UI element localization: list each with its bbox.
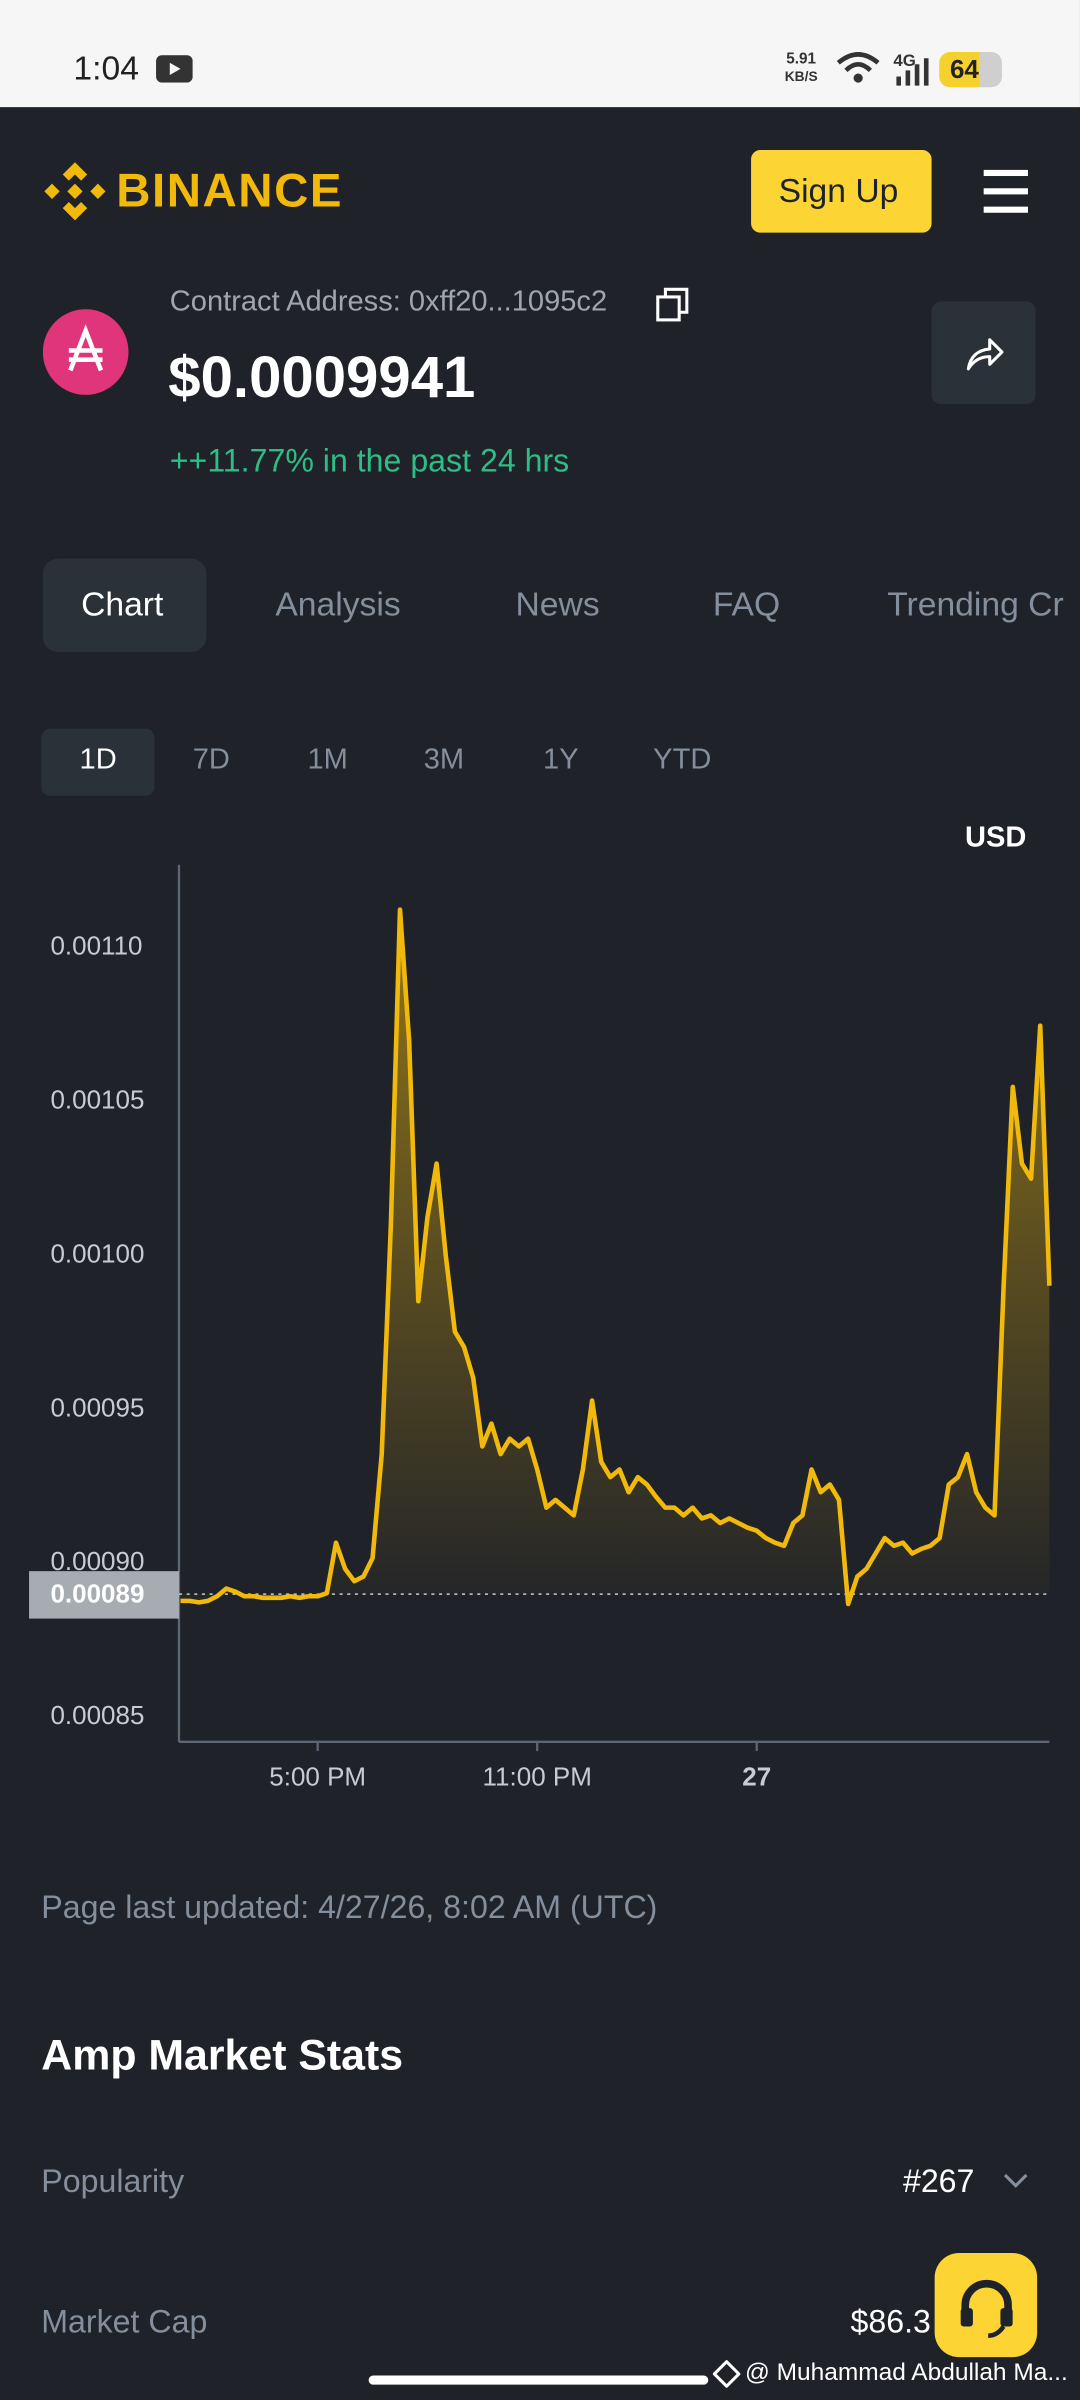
active-period-bg <box>41 728 155 796</box>
support-button[interactable] <box>934 2253 1038 2358</box>
period[interactable]: 1M <box>307 743 348 777</box>
x-tick-label: 5:00 PM <box>269 1761 366 1791</box>
period[interactable]: 3M <box>423 743 465 777</box>
chevron-icon[interactable] <box>1003 2172 1028 2190</box>
wifi-icon <box>836 52 880 83</box>
copy-icon[interactable] <box>655 286 692 323</box>
battery <box>939 52 1002 88</box>
period[interactable]: 1Y <box>543 743 579 777</box>
tab[interactable]: Chart <box>81 584 164 623</box>
stats-title: Amp Market Stats <box>41 2031 404 2079</box>
status-bar <box>0 0 1080 108</box>
period[interactable]: 1D <box>79 743 117 777</box>
price-chart: 0.000850.000900.000950.001000.001050.001… <box>29 864 1052 1791</box>
signal-icon <box>896 58 929 86</box>
price-line <box>180 907 1052 1607</box>
home-indicator <box>368 2375 709 2385</box>
baseline-label-bg <box>29 1571 179 1619</box>
price-change: ++11.77% in the past 24 hrs <box>169 443 570 480</box>
contract-address: Contract Address: 0xff20...1095c2 <box>169 286 608 319</box>
support-icon[interactable] <box>951 2271 1021 2341</box>
tab[interactable]: FAQ <box>712 584 781 623</box>
share-icon[interactable] <box>965 335 1005 372</box>
watermark-icon <box>712 2360 741 2388</box>
stat-value: #267 <box>902 2164 975 2200</box>
tab[interactable]: Analysis <box>275 584 401 623</box>
menu-icon[interactable] <box>983 168 1030 214</box>
youtube-icon <box>156 55 193 83</box>
active-tab-bg <box>42 558 207 653</box>
price: $0.0009941 <box>168 346 476 411</box>
price-area <box>180 909 1050 1604</box>
y-tick-label: 0.00105 <box>50 1085 144 1115</box>
x-tick-label: 27 <box>742 1761 771 1791</box>
share-button[interactable] <box>931 301 1036 405</box>
currency: USD <box>965 821 1027 855</box>
baseline-label: 0.00089 <box>50 1579 144 1609</box>
net-speed: 5.91 <box>786 51 817 69</box>
sign-up-button[interactable] <box>751 149 932 233</box>
net-unit: KB/S <box>784 68 818 85</box>
y-tick-label: 0.00095 <box>50 1392 144 1422</box>
period[interactable]: 7D <box>192 743 230 777</box>
watermark: @ Muhammad Abdullah Ma... <box>744 2360 1068 2387</box>
stat-label: Popularity <box>41 2164 185 2200</box>
tab[interactable]: News <box>515 584 600 623</box>
period[interactable]: YTD <box>653 743 712 777</box>
y-tick-label: 0.00110 <box>50 931 142 961</box>
binance-logo <box>44 162 106 221</box>
tab[interactable]: Trending Cr <box>887 584 1064 623</box>
stat-value: $86.3 <box>850 2305 931 2341</box>
battery-level: 64 <box>949 55 979 85</box>
last-updated: Page last updated: 4/27/26, 8:02 AM (UTC… <box>41 1890 658 1926</box>
x-tick-label: 11:00 PM <box>483 1761 592 1791</box>
y-tick-label: 0.00085 <box>50 1700 144 1730</box>
brand: BINANCE <box>116 163 344 218</box>
status-time: 1:04 <box>73 48 139 88</box>
network-type: 4G <box>893 52 916 71</box>
y-tick-label: 0.00100 <box>50 1238 144 1268</box>
amp-logo <box>42 309 129 395</box>
stat-label: Market Cap <box>41 2305 208 2341</box>
sign-up-label[interactable]: Sign Up <box>778 171 899 210</box>
